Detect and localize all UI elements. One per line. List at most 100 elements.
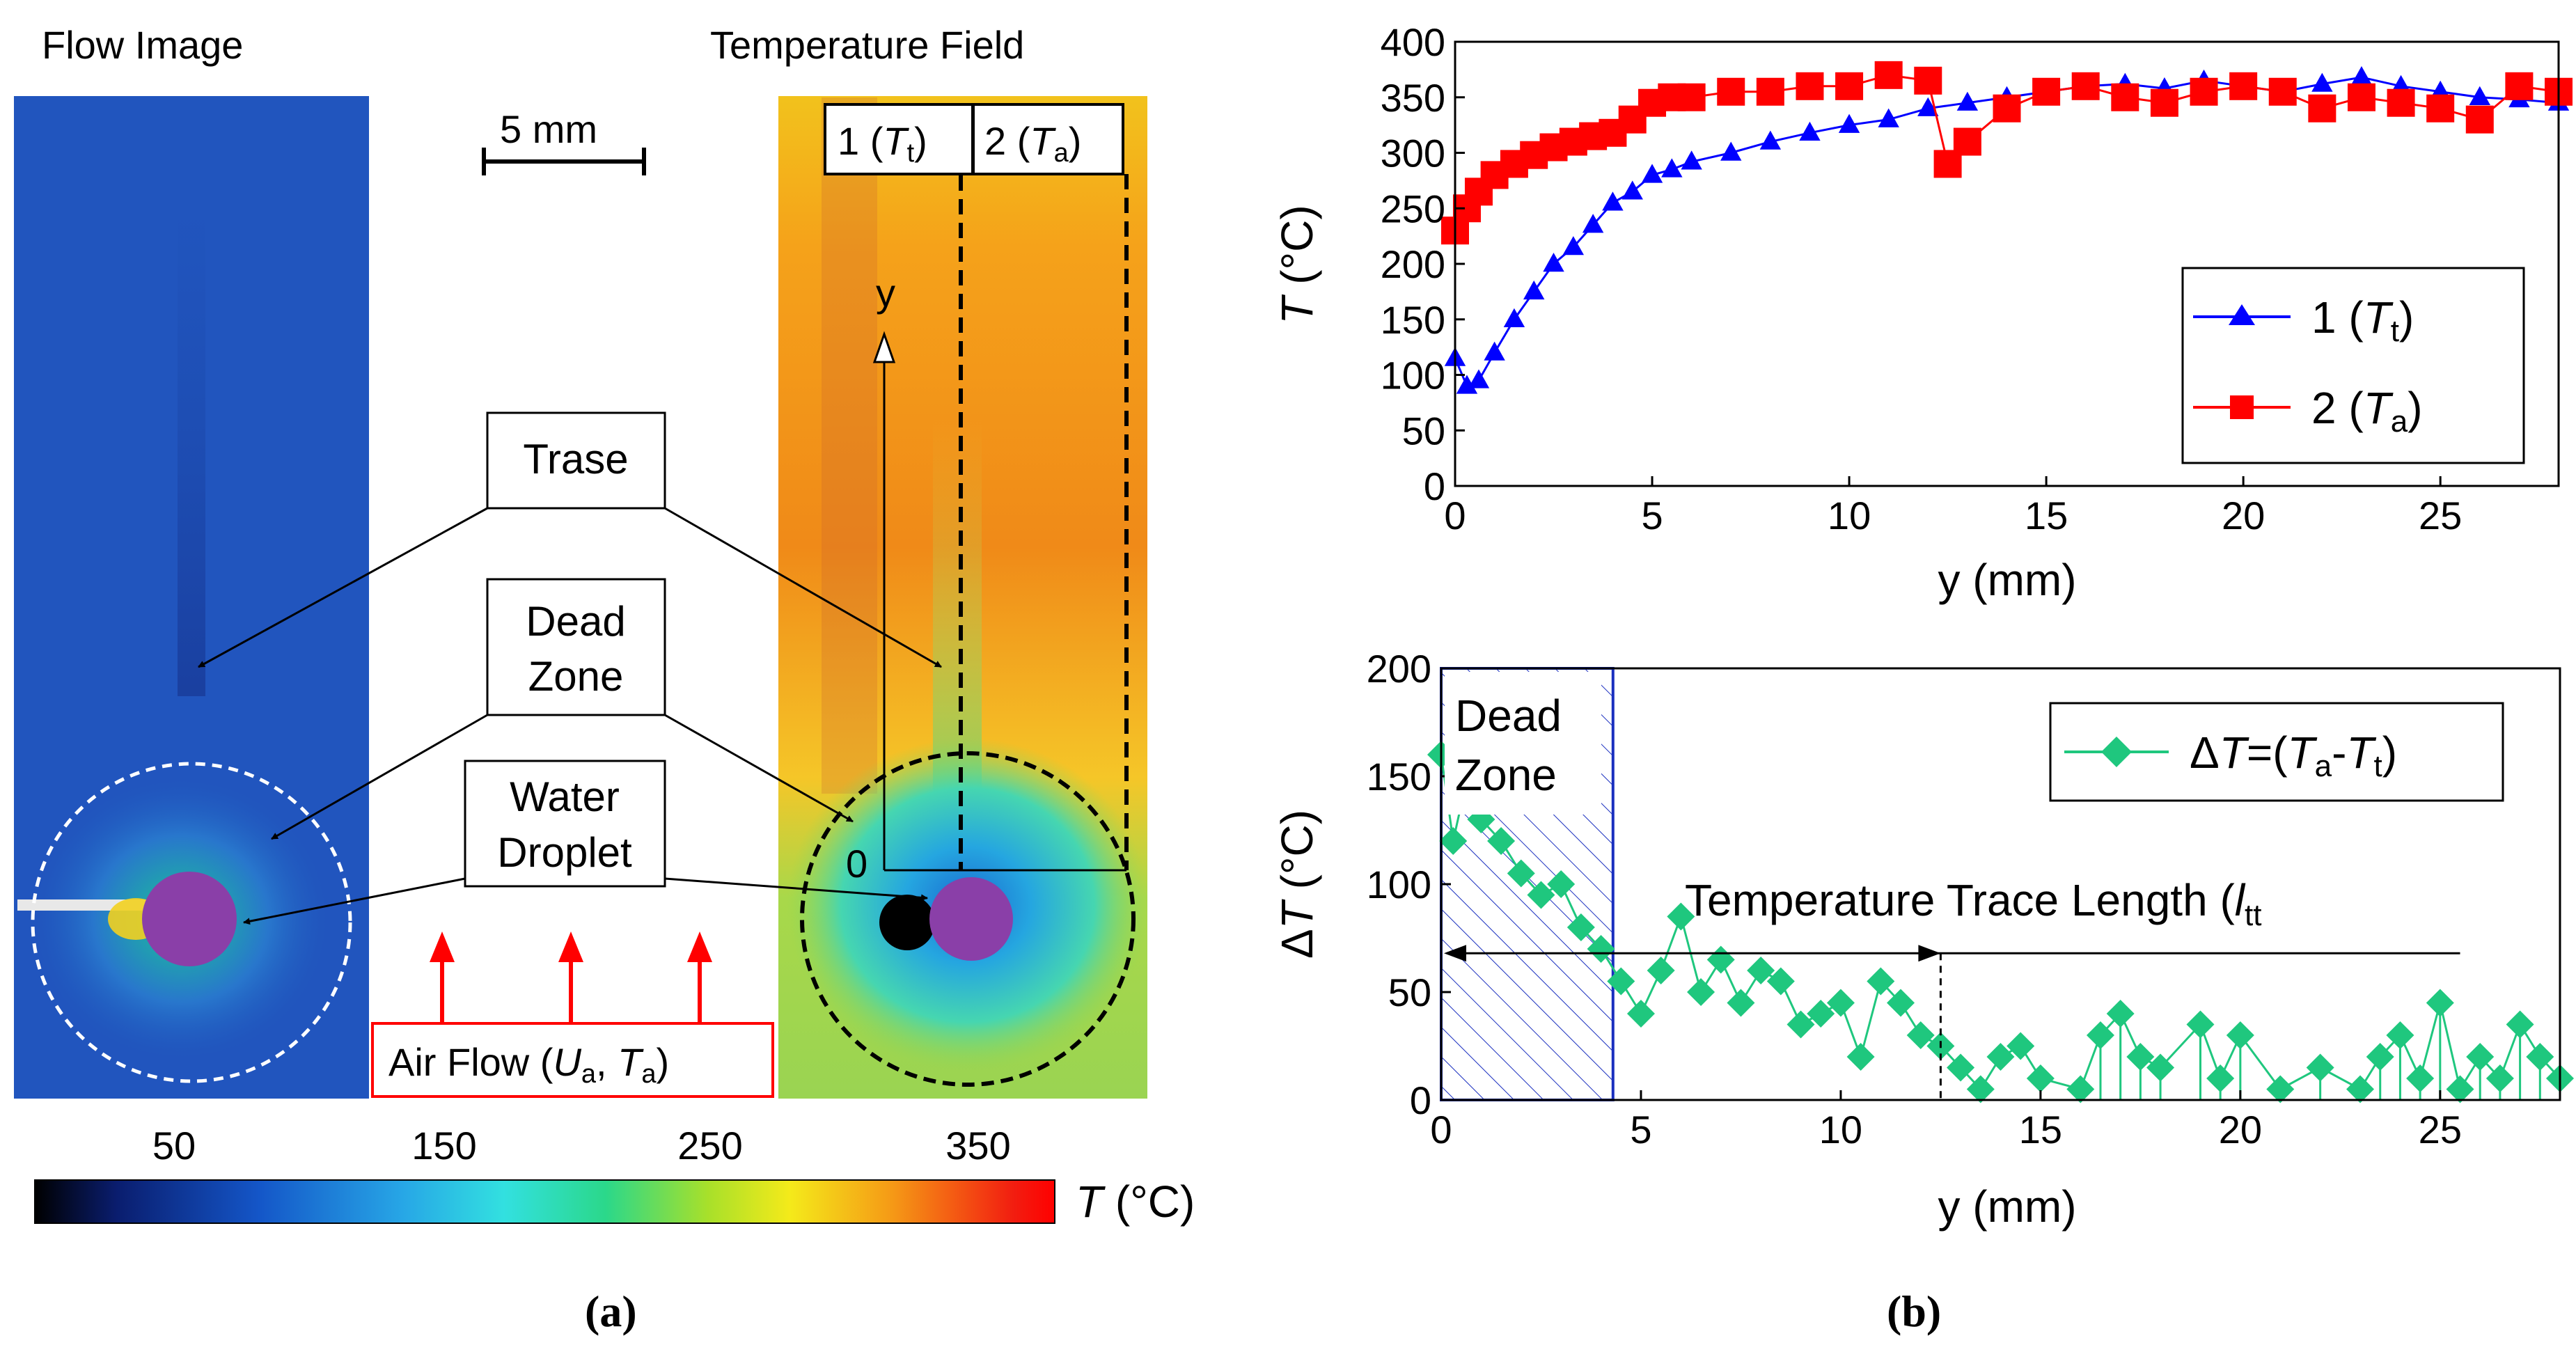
series-2-point	[2387, 88, 2415, 117]
delta-point	[2206, 1064, 2235, 1092]
scale-bar-label: 5 mm	[500, 107, 597, 151]
series-1-point	[1456, 375, 1478, 394]
air-flow: Air Flow (Ua, Ta)	[371, 932, 774, 1098]
flow-trace	[178, 209, 205, 696]
chart2-marks	[1427, 741, 2574, 1103]
x-tick-label: 0	[1430, 1108, 1452, 1151]
delta-point	[1966, 1075, 1995, 1103]
svg-text:Water: Water	[510, 773, 620, 820]
series-2-point	[2465, 105, 2494, 134]
series-1-point	[1582, 214, 1604, 233]
trace-length-label: Temperature Trace Length (ltt	[1685, 875, 2261, 932]
delta-point	[2086, 1021, 2114, 1049]
series-2-point	[1953, 127, 1981, 156]
delta-point	[1587, 935, 1615, 963]
colorbar-tick: 350	[945, 1124, 1010, 1168]
temperature-field: y 0 1 (Tt) 2 (Ta)	[778, 96, 1149, 1099]
series-2-point	[2190, 77, 2218, 106]
flow-image	[14, 96, 369, 1099]
delta-point	[2186, 1010, 2215, 1039]
scale-bar: 5 mm	[482, 107, 646, 175]
y-tick-label: 0	[1424, 464, 1445, 508]
chart2-x-axis-label: y (mm)	[1938, 1181, 2076, 1232]
series-2-point	[2347, 83, 2375, 111]
svg-text:Droplet: Droplet	[497, 829, 632, 876]
delta-point	[2506, 1010, 2534, 1039]
delta-point	[2066, 1075, 2095, 1103]
y-tick-label: 200	[1367, 647, 1431, 691]
legend-label-series-1: 1 (Tt)	[2311, 292, 2414, 348]
series-1-point	[1543, 253, 1564, 272]
line-2-label: 2 (Ta)	[984, 119, 1081, 168]
series-2-point	[1835, 72, 1864, 100]
delta-point	[1487, 827, 1516, 855]
colorbar: 50 150 250 350 T (°C)	[34, 1124, 1195, 1227]
series-2-point	[1756, 77, 1784, 106]
delta-point	[1647, 957, 1675, 984]
series-2-point	[1677, 83, 1706, 111]
series-1-point	[1759, 130, 1782, 150]
delta-point	[2106, 1000, 2135, 1028]
x-tick-label: 25	[2419, 494, 2462, 537]
colorbar-tick: 150	[411, 1124, 476, 1168]
trace-arrow-right	[1918, 945, 1941, 962]
delta-point	[2146, 1053, 2175, 1082]
chart1-legend: 1 (Tt) 2 (Ta)	[2181, 267, 2525, 464]
colorbar-unit: T (°C)	[1076, 1177, 1195, 1227]
line-1-label: 1 (Tt)	[838, 119, 927, 168]
series-2-point	[1993, 94, 2021, 123]
axis-y-label: y	[876, 271, 895, 315]
x-tick-label: 20	[2222, 494, 2265, 537]
legend-label-delta: ΔT=(Ta-Tt)	[2190, 728, 2397, 783]
series-2-point	[2505, 72, 2534, 100]
y-tick-label: 50	[1388, 970, 1431, 1014]
series-1-point	[1621, 180, 1643, 200]
series-2-point	[2308, 94, 2337, 123]
chart2-y-axis-label: ΔT (°C)	[1272, 810, 1322, 959]
delta-point	[1947, 1053, 1975, 1082]
delta-point	[1807, 1000, 1835, 1028]
dead-zone-label-bg	[1445, 672, 1601, 815]
delta-point	[1687, 978, 1715, 1006]
y-tick-label: 150	[1381, 298, 1445, 342]
panel-a: Flow Image Temperature Field 5 mm	[14, 23, 1195, 1336]
series-2-point	[1717, 77, 1745, 106]
delta-point	[2126, 1043, 2155, 1071]
delta-point	[1887, 989, 1915, 1017]
series-1-point	[1562, 236, 1585, 256]
series-2-point	[1796, 72, 1824, 100]
y-tick-label: 100	[1381, 354, 1445, 398]
delta-point	[2386, 1021, 2414, 1049]
svg-text:Zone: Zone	[528, 653, 624, 700]
delta-point	[2306, 1053, 2334, 1082]
series-1-point	[1602, 191, 1624, 211]
x-tick-label: 5	[1630, 1108, 1651, 1151]
series-1-point	[1484, 341, 1505, 361]
delta-point	[2006, 1032, 2035, 1060]
cold-spot	[879, 895, 935, 950]
y-tick-label: 150	[1367, 755, 1431, 799]
series-2-point	[2426, 94, 2455, 123]
svg-text:Trase: Trase	[523, 436, 628, 482]
series-2-point	[1914, 66, 1942, 95]
delta-point	[1906, 1021, 1935, 1049]
temperature-droplet	[929, 877, 1013, 961]
y-tick-label: 100	[1367, 863, 1431, 906]
y-tick-label: 350	[1381, 76, 1445, 120]
flow-droplet	[142, 872, 237, 966]
delta-point	[2466, 1043, 2495, 1071]
x-tick-label: 0	[1444, 494, 1466, 537]
colorbar-tick: 250	[677, 1124, 742, 1168]
delta-point	[1986, 1043, 2015, 1071]
delta-point	[2426, 989, 2454, 1017]
colorbar-gradient	[34, 1179, 1055, 1224]
delta-point	[2446, 1075, 2474, 1103]
delta-point	[2526, 1043, 2554, 1071]
legend-marker-series-1	[2229, 304, 2255, 325]
series-2-point	[1874, 61, 1903, 89]
series-1-point	[1661, 158, 1683, 178]
y-tick-label: 200	[1381, 242, 1445, 286]
series-2-point	[2071, 72, 2100, 100]
